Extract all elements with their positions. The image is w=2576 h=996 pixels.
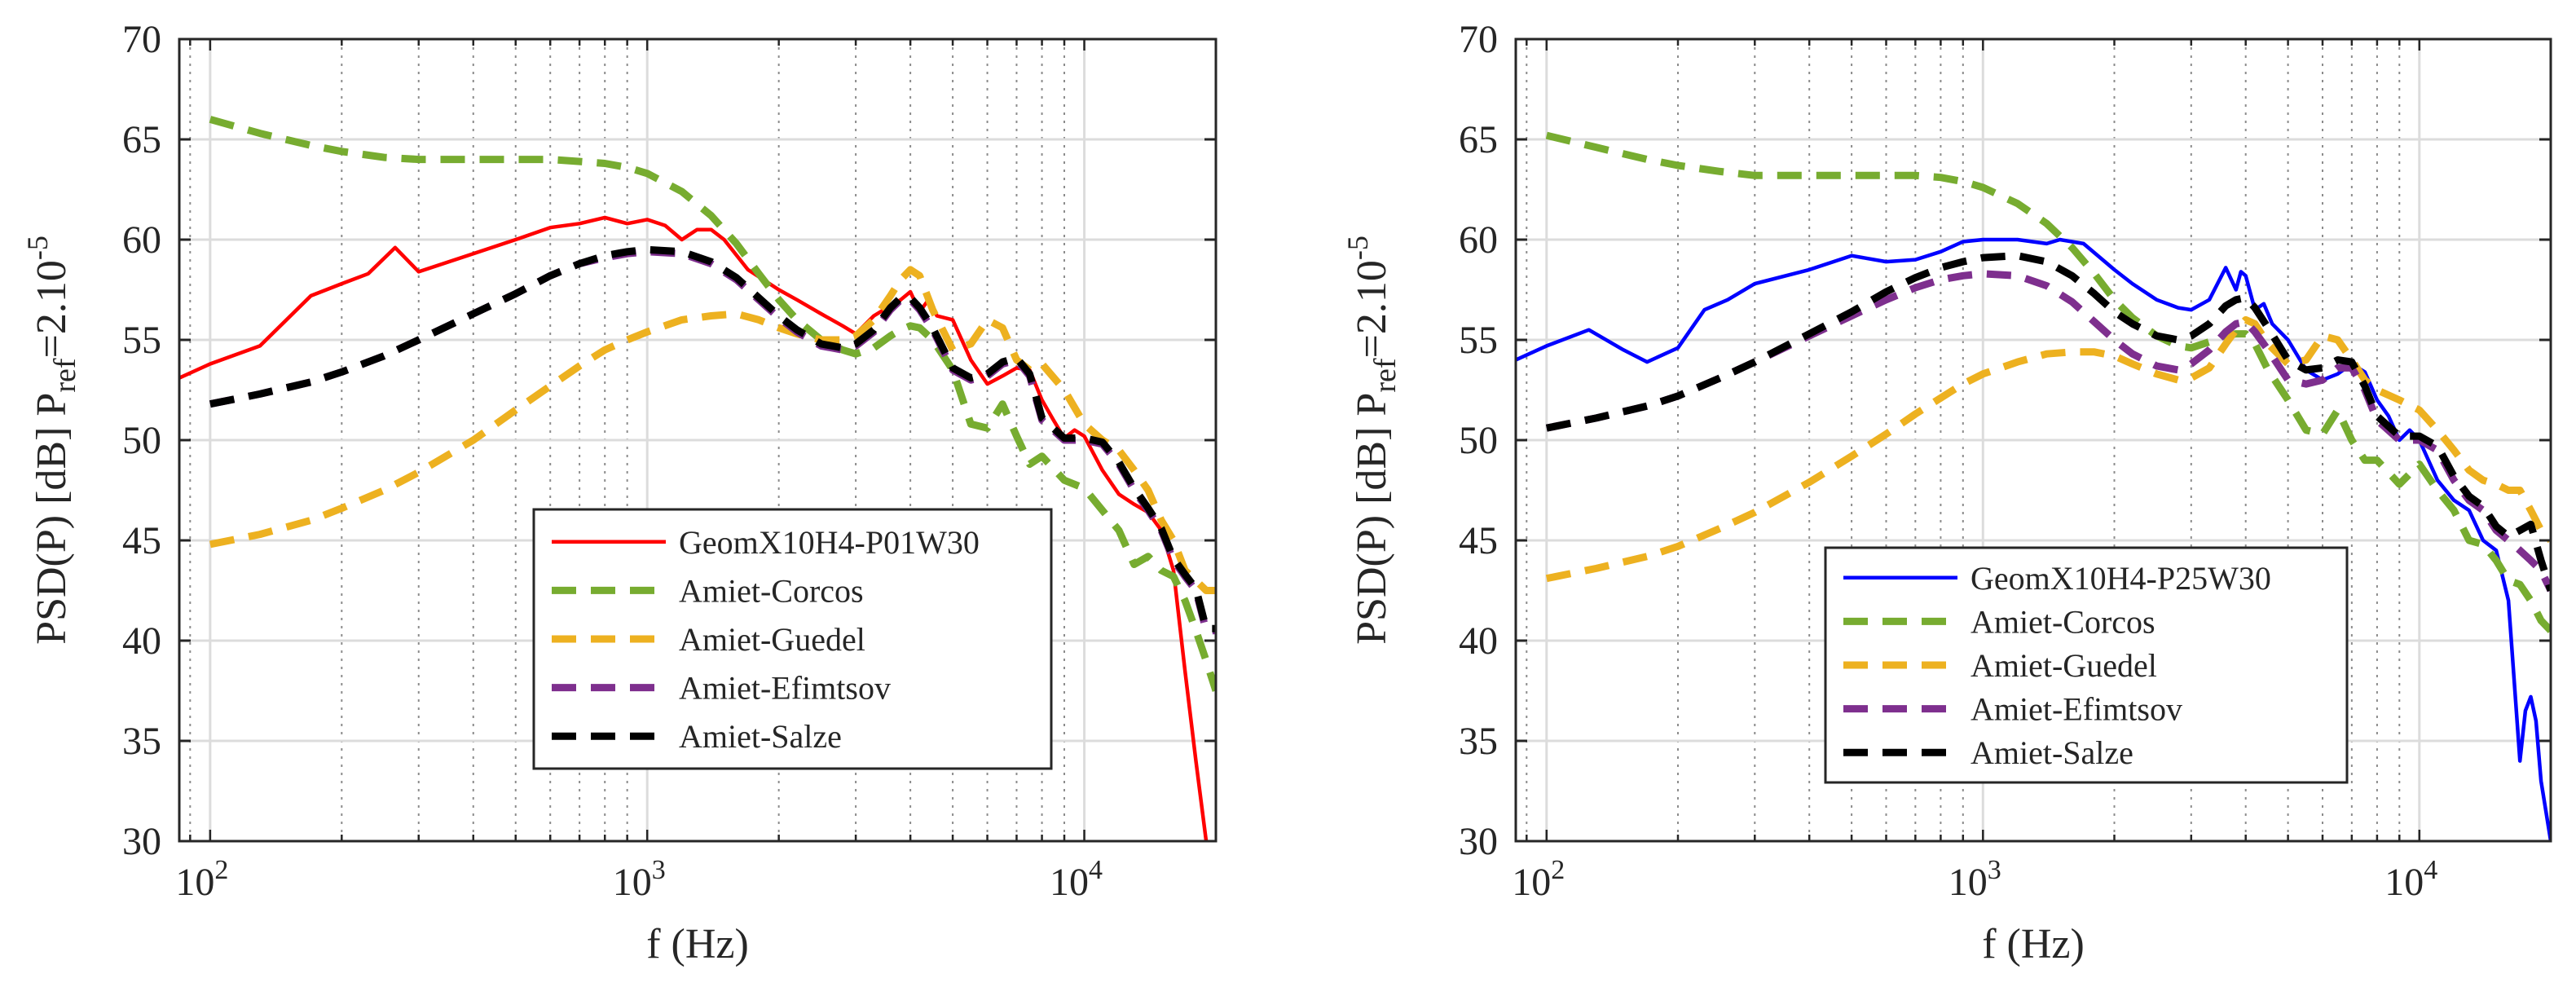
x-tick-label: 102 [175,855,228,904]
y-tick-label: 35 [1459,720,1498,763]
legend-label: Amiet-Efimtsov [1971,691,2182,728]
legend-label: Amiet-Corcos [679,572,864,609]
y-tick-label: 55 [1459,319,1498,362]
legend-label: Amiet-Guedel [1971,647,2157,684]
series-line-geomx10h4-p25w30 [1516,237,2551,841]
legend: GeomX10H4-P25W30 Amiet-Corcos Amiet-Guedel… [1824,546,2349,784]
series-line-amiet-efimtsov [1545,270,2551,593]
y-tick-label: 55 [122,319,161,362]
legend-label: Amiet-Efimtsov [679,670,891,707]
series-group [179,116,1216,841]
y-tick-label: 65 [1459,118,1498,161]
legend-box [1824,546,2349,784]
y-tick-label: 70 [1459,18,1498,61]
series-line-amiet-corcos [209,116,1216,692]
y-tick-label: 50 [122,419,161,462]
y-tick-label: 30 [122,820,161,863]
y-tick-label: 50 [1459,419,1498,462]
x-tick-label: 102 [1512,855,1565,904]
series-line-amiet-guedel [1545,315,2551,583]
legend-label: Amiet-Salze [1971,734,2133,771]
x-tick-label: 103 [613,855,666,904]
legend-box [532,508,1053,770]
y-tick-label: 45 [1459,519,1498,562]
y-tick-label: 40 [122,619,161,663]
y-tick-label: 70 [122,18,161,61]
series-line-amiet-guedel [209,266,1216,594]
y-axis-label: PSD(P) [dB] Pref=2.10-5 [21,236,82,645]
y-tick-label: 60 [1459,218,1498,262]
y-tick-label: 30 [1459,820,1498,863]
series-line-geomx10h4-p01w30 [179,215,1209,841]
series-group [1516,131,2551,841]
legend-label: GeomX10H4-P01W30 [679,524,980,561]
x-tick-label: 104 [1050,855,1103,904]
y-tick-label: 35 [122,720,161,763]
y-tick-label: 65 [122,118,161,161]
x-tick-label: 104 [2384,855,2437,904]
y-tick-label: 60 [122,218,161,262]
legend-label: GeomX10H4-P25W30 [1971,560,2271,597]
y-tick-label: 45 [122,519,161,562]
chart-panel-1: 30 35 40 45 50 55 60 65 70 102 103 104 f (Hz) PSD(P) … [21,18,1218,967]
x-axis-label: f (Hz) [1982,921,2085,967]
x-tick-label: 103 [1949,855,2001,904]
legend-label: Amiet-Salze [679,718,842,755]
series-line-amiet-salze [209,245,1216,632]
y-tick-label: 40 [1459,619,1498,663]
legend-label: Amiet-Corcos [1971,603,2155,640]
series-line-amiet-salze [1545,252,2551,592]
chart-panel-2: 30 35 40 45 50 55 60 65 70 102 103 104 f (Hz) PSD(P) … [1341,18,2552,967]
x-axis-label: f (Hz) [646,921,749,967]
legend: GeomX10H4-P01W30 Amiet-Corcos Amiet-Guedel… [532,508,1053,770]
legend-label: Amiet-Guedel [679,621,865,658]
y-axis-label: PSD(P) [dB] Pref=2.10-5 [1341,236,1402,645]
